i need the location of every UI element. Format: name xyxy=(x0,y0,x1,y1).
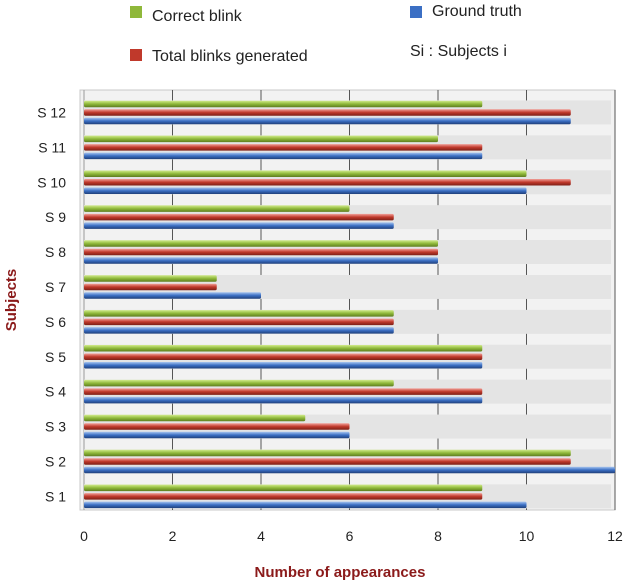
bar-correct-blink xyxy=(84,345,483,352)
legend-note: Si : Subjects i xyxy=(410,43,507,60)
bar-total-blinks xyxy=(84,283,217,291)
bar-ground-truth xyxy=(84,501,527,509)
grid-lines xyxy=(83,90,616,510)
bar-ground-truth xyxy=(84,152,483,160)
legend-swatch-correct-blink xyxy=(130,6,142,18)
y-tick-label: S 5 xyxy=(45,349,66,365)
bar-total-blinks xyxy=(84,109,571,116)
bar-correct-blink xyxy=(84,100,483,108)
y-tick-label: S 2 xyxy=(45,453,66,469)
y-tick-label: S 10 xyxy=(37,174,66,190)
bar-correct-blink xyxy=(84,379,394,387)
bar-total-blinks xyxy=(84,179,571,186)
y-tick-label: S 9 xyxy=(45,209,66,225)
y-tick-label: S 7 xyxy=(45,279,66,295)
bar-ground-truth xyxy=(84,362,483,369)
bar-ground-truth xyxy=(84,292,261,299)
legend-label-correct-blink: Correct blink xyxy=(152,8,243,25)
x-tick-label-2: 2 xyxy=(169,528,177,544)
legend-label-ground-truth: Ground truth xyxy=(432,3,522,20)
x-tick-label-12: 12 xyxy=(607,528,623,544)
bar-correct-blink xyxy=(84,240,438,247)
legend-swatch-ground-truth xyxy=(410,6,422,18)
bar-total-blinks xyxy=(84,318,394,326)
x-axis-title: Number of appearances xyxy=(255,564,426,581)
bar-ground-truth xyxy=(84,187,527,194)
y-tick-label: S 3 xyxy=(45,419,66,435)
bar-ground-truth xyxy=(84,222,394,229)
bar-ground-truth xyxy=(84,117,571,125)
bar-correct-blink xyxy=(84,449,571,457)
y-tick-label: S 8 xyxy=(45,244,66,260)
bar-total-blinks xyxy=(84,458,571,465)
bar-correct-blink xyxy=(84,484,483,492)
legend: Correct blink Total blinks generated Gro… xyxy=(130,3,522,65)
bar-ground-truth xyxy=(84,327,394,334)
bar-correct-blink xyxy=(84,310,394,317)
bar-ground-truth xyxy=(84,431,350,439)
y-tick-label: S 11 xyxy=(38,139,66,155)
bar-ground-truth xyxy=(84,396,483,404)
bar-total-blinks xyxy=(84,144,483,151)
x-tick-label-6: 6 xyxy=(346,528,354,544)
bar-total-blinks xyxy=(84,423,350,430)
x-tick-label-8: 8 xyxy=(434,528,442,544)
bar-total-blinks xyxy=(84,353,483,360)
bar-total-blinks xyxy=(84,388,483,395)
bar-total-blinks xyxy=(84,248,438,256)
bar-total-blinks xyxy=(84,213,394,221)
x-tick-label-0: 0 xyxy=(80,528,88,544)
bar-correct-blink xyxy=(84,170,527,177)
bar-ground-truth xyxy=(84,466,615,474)
bar-ground-truth xyxy=(84,257,438,264)
bar-correct-blink xyxy=(84,414,306,422)
bar-correct-blink xyxy=(84,205,350,212)
bar-total-blinks xyxy=(84,493,483,500)
y-tick-label: S 12 xyxy=(37,104,66,120)
y-tick-label: S 4 xyxy=(45,384,66,400)
y-tick-label: S 6 xyxy=(45,314,66,330)
y-tick-labels: S 1 S 2 S 3 S 4 S 5 S 6 S 7 S 8 S 9 S 10 S 11 S 12 xyxy=(37,104,66,504)
y-axis-title: Subjects xyxy=(3,269,20,332)
bars xyxy=(84,100,615,509)
legend-label-total-blinks: Total blinks generated xyxy=(152,48,308,65)
x-tick-label-4: 4 xyxy=(257,528,265,544)
x-tick-label-10: 10 xyxy=(519,528,535,544)
bar-correct-blink xyxy=(84,275,217,282)
x-tick-labels: 0 2 4 6 8 10 12 xyxy=(80,528,623,544)
legend-swatch-total-blinks xyxy=(130,49,142,61)
y-tick-label: S 1 xyxy=(45,488,66,504)
plot-area xyxy=(79,89,616,511)
bar-correct-blink xyxy=(84,135,438,143)
